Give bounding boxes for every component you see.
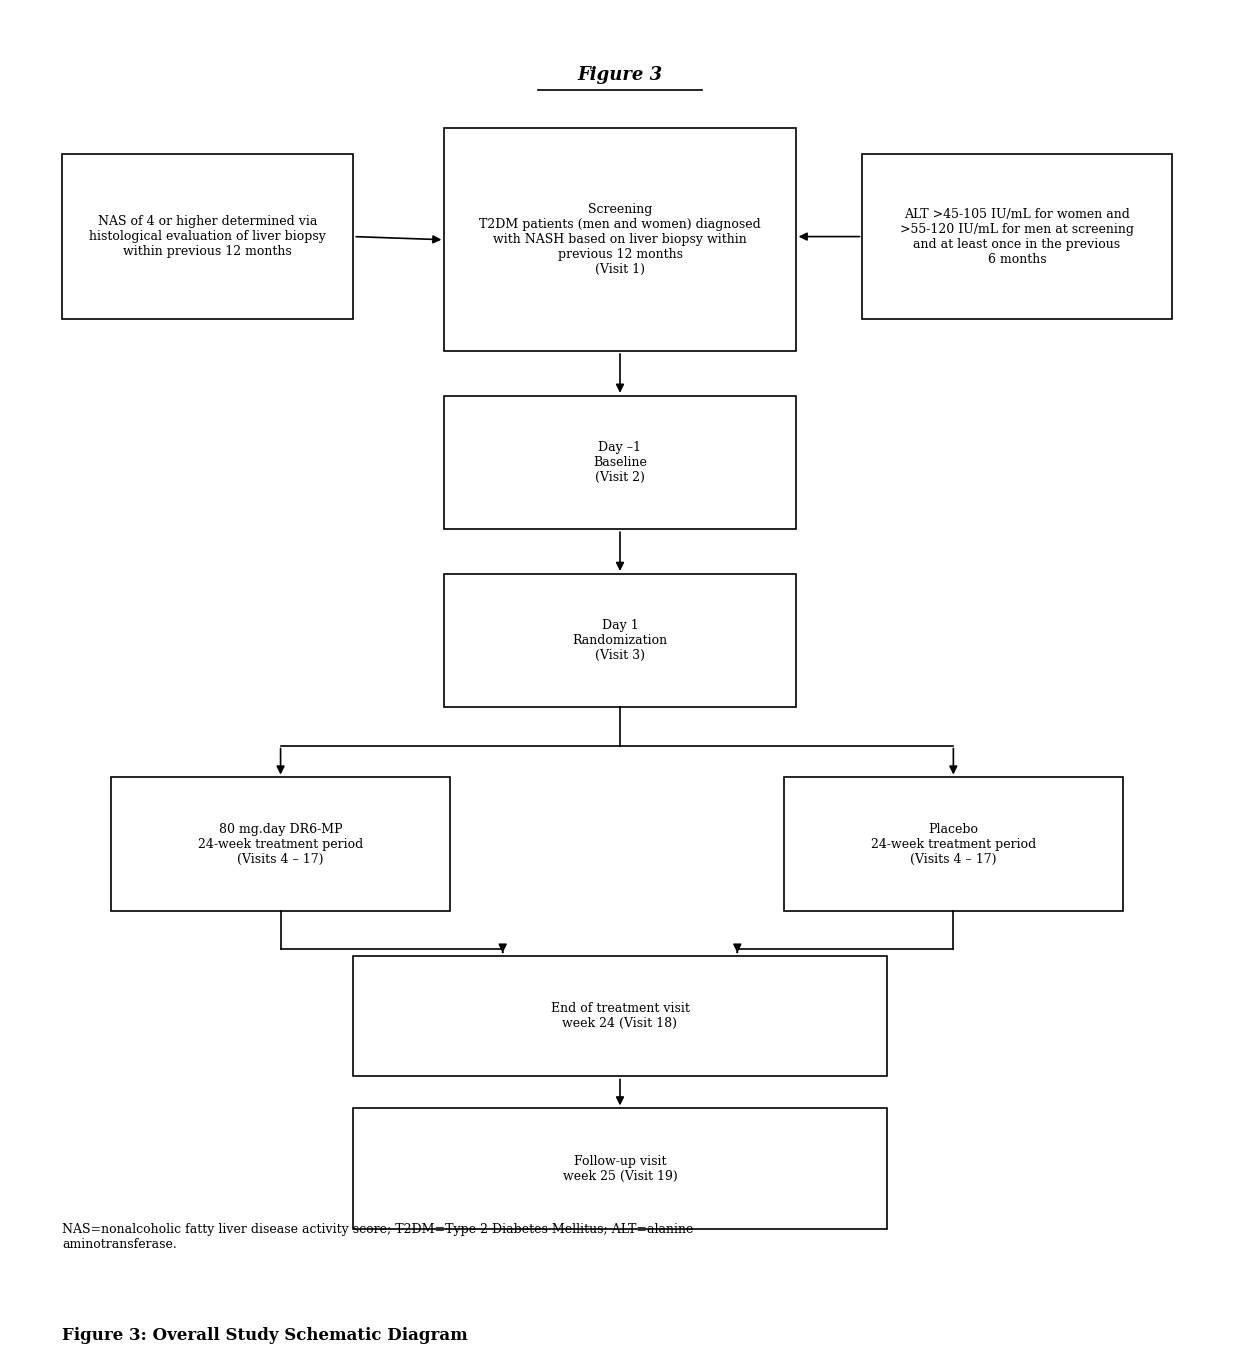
Text: Figure 3: Figure 3 xyxy=(578,66,662,84)
FancyBboxPatch shape xyxy=(444,574,796,707)
Text: NAS of 4 or higher determined via
histological evaluation of liver biopsy
within: NAS of 4 or higher determined via histol… xyxy=(89,216,326,259)
FancyBboxPatch shape xyxy=(444,128,796,352)
FancyBboxPatch shape xyxy=(353,1109,887,1230)
Text: Screening
T2DM patients (men and women) diagnosed
with NASH based on liver biops: Screening T2DM patients (men and women) … xyxy=(479,203,761,276)
Text: Day –1
Baseline
(Visit 2): Day –1 Baseline (Visit 2) xyxy=(593,440,647,484)
Text: End of treatment visit
week 24 (Visit 18): End of treatment visit week 24 (Visit 18… xyxy=(551,1002,689,1030)
FancyBboxPatch shape xyxy=(863,154,1172,319)
FancyBboxPatch shape xyxy=(444,396,796,529)
FancyBboxPatch shape xyxy=(784,777,1123,911)
FancyBboxPatch shape xyxy=(353,955,887,1076)
Text: Day 1
Randomization
(Visit 3): Day 1 Randomization (Visit 3) xyxy=(573,620,667,663)
Text: Figure 3: Overall Study Schematic Diagram: Figure 3: Overall Study Schematic Diagra… xyxy=(62,1327,469,1344)
Text: Placebo
24-week treatment period
(Visits 4 – 17): Placebo 24-week treatment period (Visits… xyxy=(870,823,1035,866)
Text: 80 mg.day DR6-MP
24-week treatment period
(Visits 4 – 17): 80 mg.day DR6-MP 24-week treatment perio… xyxy=(198,823,363,866)
FancyBboxPatch shape xyxy=(110,777,450,911)
FancyBboxPatch shape xyxy=(62,154,353,319)
Text: NAS=nonalcoholic fatty liver disease activity score; T2DM=Type 2 Diabetes Mellit: NAS=nonalcoholic fatty liver disease act… xyxy=(62,1223,693,1251)
Text: ALT >45-105 IU/mL for women and
>55-120 IU/mL for men at screening
and at least : ALT >45-105 IU/mL for women and >55-120 … xyxy=(900,207,1135,265)
Text: Follow-up visit
week 25 (Visit 19): Follow-up visit week 25 (Visit 19) xyxy=(563,1154,677,1183)
